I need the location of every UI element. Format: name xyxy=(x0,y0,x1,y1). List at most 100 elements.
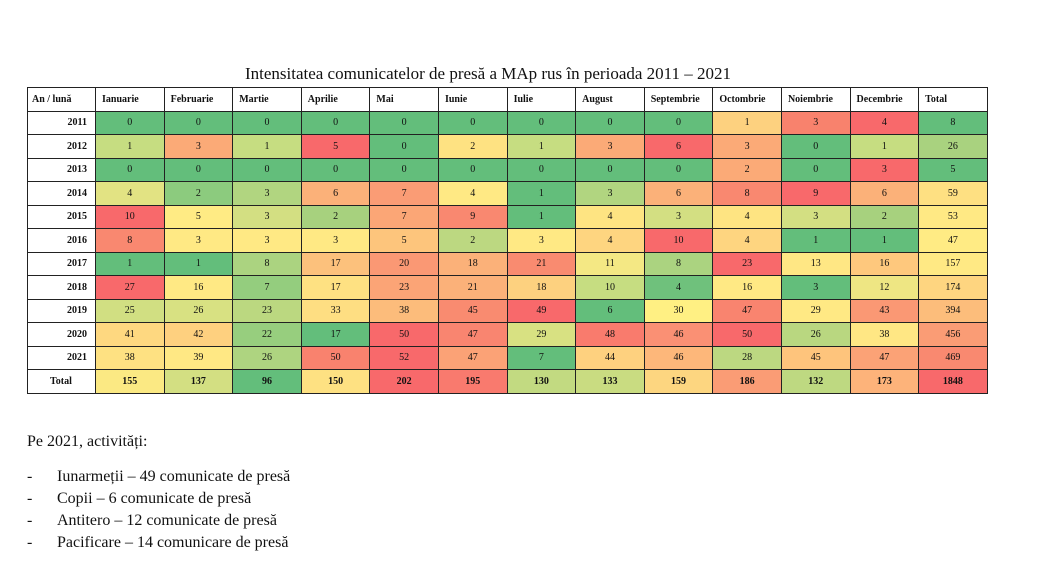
value-cell: 3 xyxy=(780,110,851,135)
value-cell: 8 xyxy=(95,228,165,253)
value-cell: 0 xyxy=(780,134,851,159)
note-heading: Pe 2021, activități: xyxy=(27,433,148,450)
value-cell: 26 xyxy=(163,298,234,323)
value-cell: 133 xyxy=(575,369,645,394)
value-cell: 137 xyxy=(163,369,234,394)
value-cell: 0 xyxy=(232,157,302,182)
value-cell: 186 xyxy=(712,369,782,394)
value-cell: 6 xyxy=(643,134,714,159)
value-cell: 5 xyxy=(369,228,439,253)
value-cell: 4 xyxy=(575,228,645,253)
column-header: Decembrie xyxy=(849,87,920,112)
value-cell: 1 xyxy=(95,251,165,276)
bullet-dash: - xyxy=(27,512,33,529)
value-cell: 13 xyxy=(780,251,851,276)
value-cell: 1 xyxy=(232,134,302,159)
bullet-dash: - xyxy=(27,468,33,485)
value-cell: 17 xyxy=(300,275,371,300)
column-header: Noiembrie xyxy=(780,87,851,112)
value-cell: 21 xyxy=(506,251,577,276)
total-row: Total 155 137 96 150 202 195 130 133 159 186 132 173… xyxy=(27,369,988,394)
value-cell: 9 xyxy=(437,204,508,229)
value-cell: 2 xyxy=(437,228,508,253)
value-cell: 3 xyxy=(780,275,851,300)
table-body: 2011 0 0 0 0 0 0 0 0 0 1 3 4 8 2012 1 3 1 5 0 2 1 3 6 3 0 1 26 2013 0… xyxy=(27,110,988,394)
value-cell: 10 xyxy=(643,228,714,253)
list-item: - Copii – 6 comunicate de presă xyxy=(27,488,290,510)
value-cell: 1 xyxy=(506,204,577,229)
value-cell: 33 xyxy=(300,298,371,323)
value-cell: 0 xyxy=(369,134,439,159)
value-cell: 2 xyxy=(300,204,371,229)
value-cell: 26 xyxy=(918,134,988,159)
value-cell: 25 xyxy=(95,298,165,323)
value-cell: 1848 xyxy=(918,369,988,394)
value-cell: 0 xyxy=(369,110,439,135)
value-cell: 23 xyxy=(712,251,782,276)
value-cell: 174 xyxy=(918,275,988,300)
value-cell: 1 xyxy=(95,134,165,159)
table-row: 2016 8 3 3 3 5 2 3 4 10 4 1 1 47 xyxy=(27,228,988,253)
value-cell: 157 xyxy=(918,251,988,276)
value-cell: 10 xyxy=(575,275,645,300)
value-cell: 0 xyxy=(300,157,371,182)
value-cell: 0 xyxy=(163,110,234,135)
value-cell: 5 xyxy=(163,204,234,229)
value-cell: 96 xyxy=(232,369,302,394)
value-cell: 1 xyxy=(163,251,234,276)
value-cell: 3 xyxy=(575,181,645,206)
value-cell: 3 xyxy=(232,204,302,229)
list-item-text: Antitero – 12 comunicate de presă xyxy=(57,512,277,529)
year-cell: 2016 xyxy=(27,228,96,253)
bullet-dash: - xyxy=(27,534,33,551)
value-cell: 10 xyxy=(95,204,165,229)
value-cell: 1 xyxy=(849,134,920,159)
value-cell: 29 xyxy=(780,298,851,323)
value-cell: 0 xyxy=(506,110,577,135)
value-cell: 195 xyxy=(437,369,508,394)
value-cell: 130 xyxy=(506,369,577,394)
value-cell: 38 xyxy=(849,322,920,347)
value-cell: 3 xyxy=(232,181,302,206)
value-cell: 1 xyxy=(780,228,851,253)
value-cell: 0 xyxy=(163,157,234,182)
value-cell: 3 xyxy=(163,228,234,253)
value-cell: 6 xyxy=(575,298,645,323)
value-cell: 3 xyxy=(163,134,234,159)
value-cell: 21 xyxy=(437,275,508,300)
value-cell: 4 xyxy=(575,204,645,229)
value-cell: 50 xyxy=(369,322,439,347)
value-cell: 4 xyxy=(437,181,508,206)
value-cell: 150 xyxy=(300,369,371,394)
value-cell: 47 xyxy=(849,345,920,370)
value-cell: 3 xyxy=(643,204,714,229)
value-cell: 16 xyxy=(849,251,920,276)
value-cell: 5 xyxy=(918,157,988,182)
value-cell: 2 xyxy=(437,134,508,159)
value-cell: 46 xyxy=(643,322,714,347)
column-header: Martie xyxy=(232,87,302,112)
table-row: 2017 1 1 8 17 20 18 21 11 8 23 13 16 157 xyxy=(27,251,988,276)
value-cell: 3 xyxy=(780,204,851,229)
value-cell: 2 xyxy=(712,157,782,182)
value-cell: 4 xyxy=(95,181,165,206)
value-cell: 8 xyxy=(918,110,988,135)
list-item-text: Pacificare – 14 comunicare de presă xyxy=(57,534,289,551)
value-cell: 11 xyxy=(575,251,645,276)
column-header: Total xyxy=(918,87,988,112)
value-cell: 48 xyxy=(575,322,645,347)
value-cell: 45 xyxy=(437,298,508,323)
value-cell: 16 xyxy=(712,275,782,300)
value-cell: 23 xyxy=(369,275,439,300)
table-row: 2021 38 39 26 50 52 47 7 44 46 28 45 47 469 xyxy=(27,345,988,370)
table-row: 2013 0 0 0 0 0 0 0 0 0 2 0 3 5 xyxy=(27,157,988,182)
column-header: August xyxy=(575,87,645,112)
value-cell: 0 xyxy=(575,110,645,135)
value-cell: 0 xyxy=(232,110,302,135)
value-cell: 22 xyxy=(232,322,302,347)
value-cell: 2 xyxy=(849,204,920,229)
value-cell: 3 xyxy=(712,134,782,159)
value-cell: 0 xyxy=(437,157,508,182)
column-header: Iulie xyxy=(506,87,577,112)
value-cell: 132 xyxy=(780,369,851,394)
